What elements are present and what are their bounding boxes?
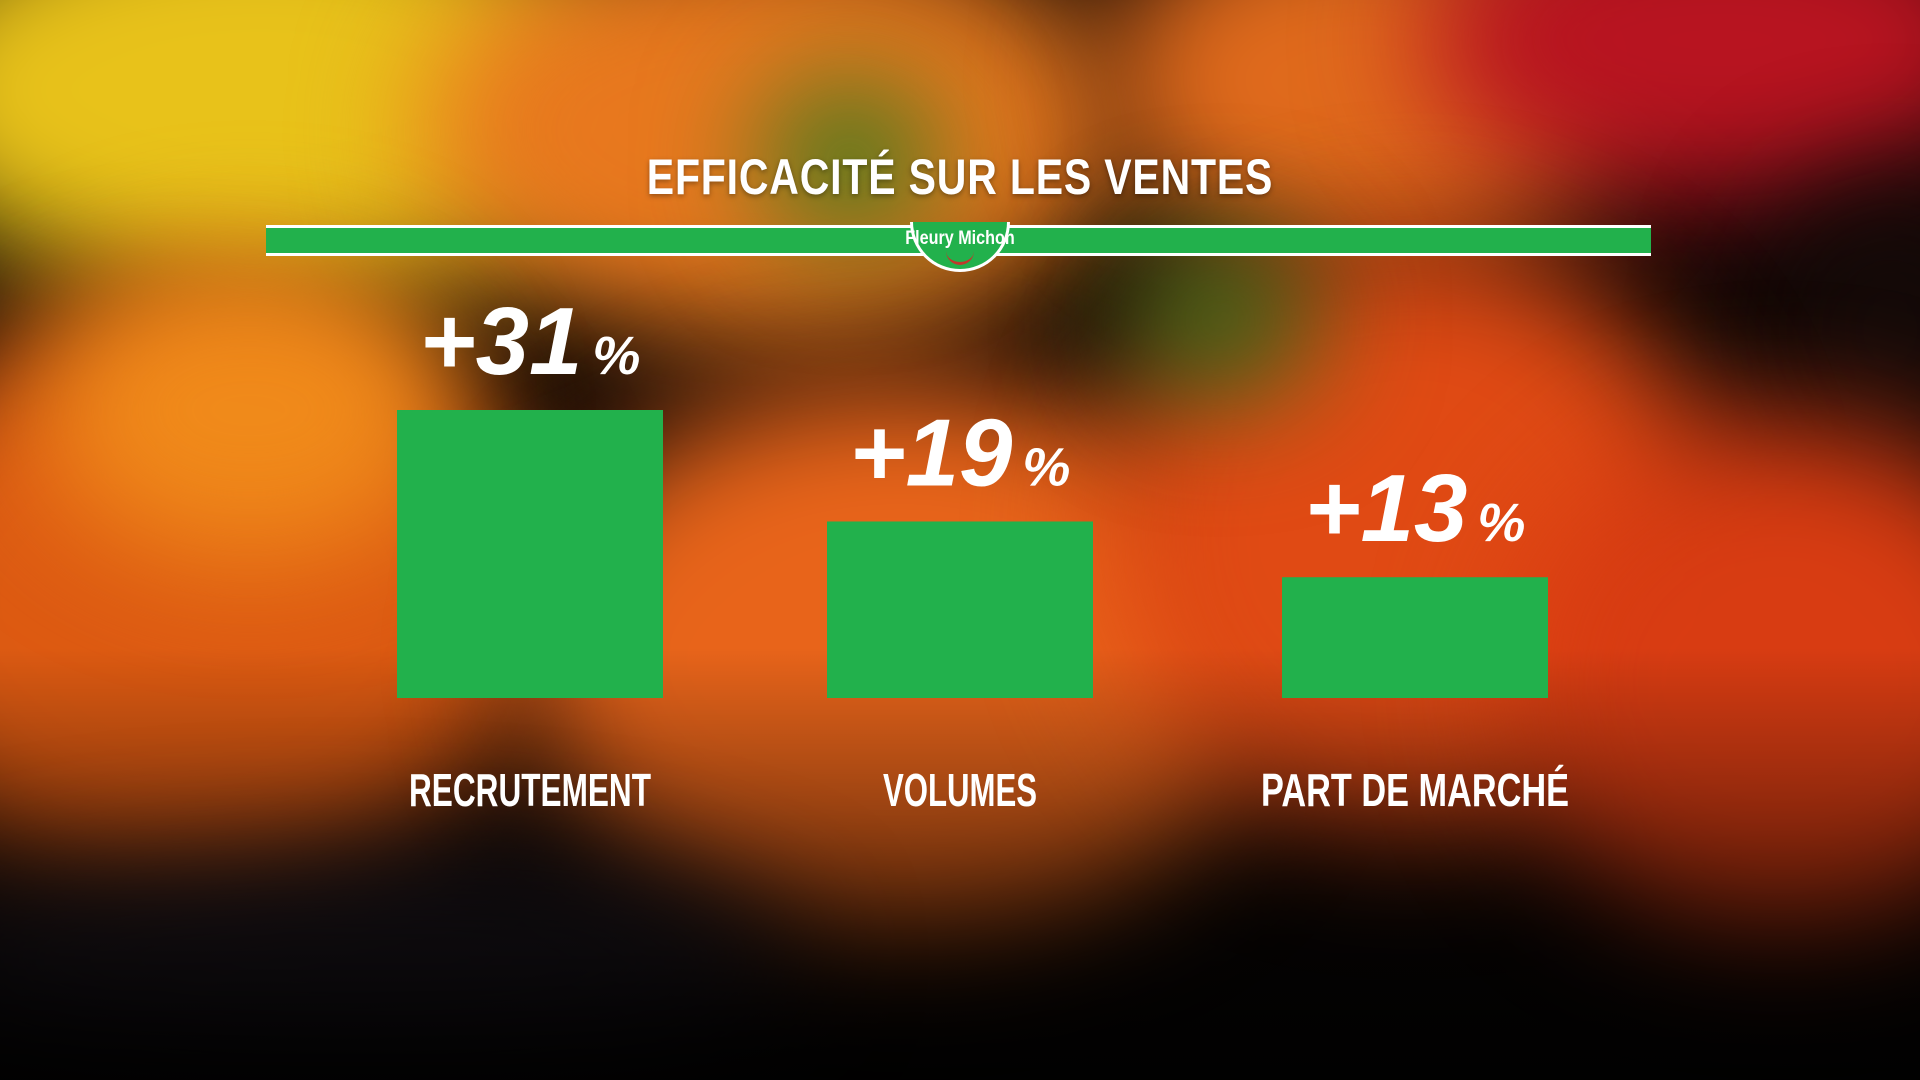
category-label-1: RECRUTEMENT bbox=[409, 764, 651, 816]
bar-value-label-1: +31% bbox=[420, 288, 641, 395]
logo-text: Fleury Michon bbox=[905, 228, 1015, 249]
chart-title: EFFICACITÉ SUR LES VENTES bbox=[646, 149, 1274, 205]
bar-1 bbox=[397, 410, 663, 698]
logo-swirl-icon bbox=[946, 250, 974, 265]
bar-value-label-2: +19% bbox=[850, 399, 1071, 506]
bar-2 bbox=[827, 521, 1093, 698]
bar-3 bbox=[1282, 577, 1548, 698]
category-label-2: VOLUMES bbox=[883, 764, 1037, 816]
category-label-3: PART DE MARCHÉ bbox=[1261, 764, 1569, 816]
fleury-michon-logo: Fleury Michon bbox=[890, 222, 1030, 274]
bar-value-label-3: +13% bbox=[1305, 455, 1526, 562]
